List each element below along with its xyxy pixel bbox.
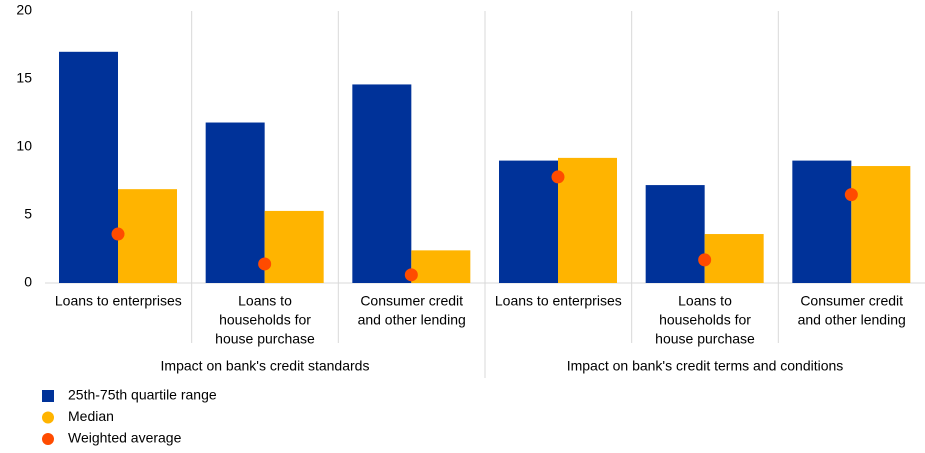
y-tick-label: 20 (16, 2, 32, 18)
bar (499, 160, 558, 283)
x-tick-label: Loans to enterprises (495, 293, 622, 309)
bar (264, 210, 324, 283)
x-tick-label: Loans to (678, 293, 732, 309)
weighted-average-dot (551, 170, 565, 184)
weighted-average-dot (698, 253, 712, 267)
x-tick-label: house purchase (655, 331, 755, 347)
bar (205, 122, 265, 284)
weighted-average-dot (844, 188, 858, 202)
y-tick-label: 0 (24, 274, 32, 290)
bar (792, 160, 852, 283)
bar (411, 250, 471, 283)
legend-label: 25th-75th quartile range (68, 387, 217, 403)
weighted-average-dot (111, 227, 125, 241)
legend-marker (42, 390, 54, 402)
bar (851, 166, 911, 283)
group-label: Impact on bank's credit standards (161, 358, 370, 374)
x-tick-label: households for (219, 312, 311, 328)
y-tick-label: 10 (16, 138, 32, 154)
legend-label: Median (68, 408, 114, 424)
x-tick-label: Consumer credit (360, 293, 463, 309)
bar (118, 189, 177, 283)
y-tick-label: 5 (24, 206, 32, 222)
bar (558, 157, 617, 283)
x-tick-label: Consumer credit (800, 293, 903, 309)
y-tick-label: 15 (16, 70, 32, 86)
x-tick-label: households for (659, 312, 751, 328)
x-tick-label: house purchase (215, 331, 315, 347)
bar (352, 84, 412, 283)
legend-label: Weighted average (68, 430, 182, 446)
x-tick-label: Loans to enterprises (55, 293, 182, 309)
x-tick-label: and other lending (358, 312, 466, 328)
x-tick-label: Loans to (238, 293, 292, 309)
legend-marker (42, 411, 54, 424)
x-tick-label: and other lending (798, 312, 906, 328)
bar (59, 51, 118, 283)
weighted-average-dot (258, 257, 272, 271)
bar (704, 234, 764, 283)
weighted-average-dot (404, 268, 418, 282)
bar (645, 185, 705, 283)
group-label: Impact on bank's credit terms and condit… (567, 358, 844, 374)
legend-marker (42, 433, 54, 445)
